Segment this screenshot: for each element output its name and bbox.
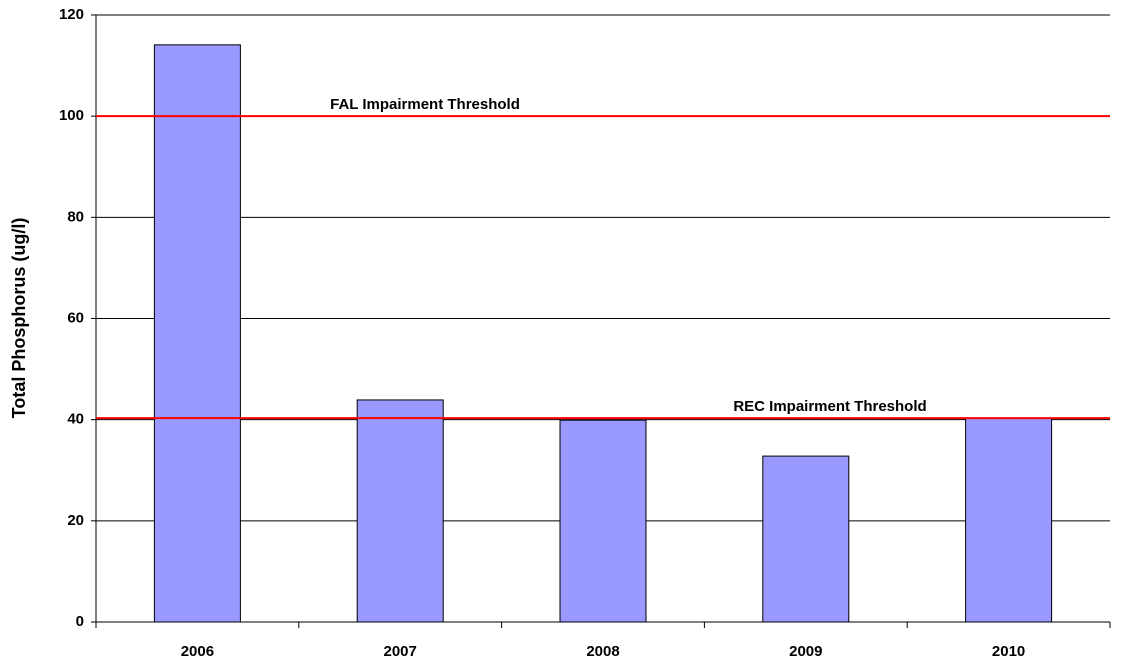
bar — [762, 455, 850, 623]
y-axis-label: Total Phosphorus (ug/l) — [9, 218, 29, 419]
y-tick-label: 80 — [67, 208, 84, 225]
threshold-label: FAL Impairment Threshold — [330, 96, 520, 113]
y-tick-label: 0 — [76, 613, 84, 630]
x-tick-label: 2006 — [181, 643, 214, 660]
y-tick-label: 120 — [59, 6, 84, 23]
x-tick-label: 2007 — [384, 643, 417, 660]
bar — [559, 419, 647, 623]
y-tick-label: 100 — [59, 107, 84, 124]
x-tick-label: 2010 — [992, 643, 1025, 660]
y-tick-label: 20 — [67, 512, 84, 529]
y-tick-label: 60 — [67, 309, 84, 326]
x-tick-label: 2009 — [789, 643, 822, 660]
y-tick-label: 40 — [67, 411, 84, 428]
bar — [153, 44, 241, 623]
bar — [965, 417, 1053, 623]
threshold-label: REC Impairment Threshold — [733, 398, 926, 415]
x-tick-label: 2008 — [586, 643, 619, 660]
bar — [356, 399, 444, 623]
